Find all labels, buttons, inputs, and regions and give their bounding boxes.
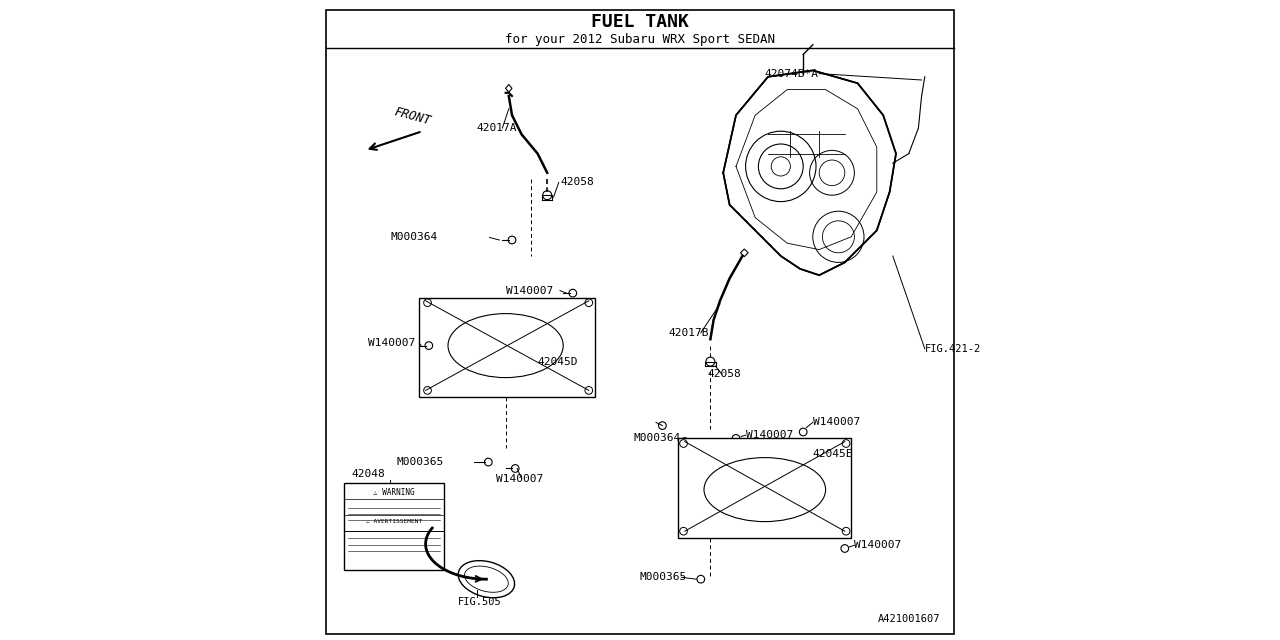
Text: W140007: W140007 [813, 417, 860, 428]
Text: W140007: W140007 [369, 338, 415, 348]
Text: 42045D: 42045D [538, 356, 579, 367]
Text: FIG.421-2: FIG.421-2 [924, 344, 980, 354]
Text: A421001607: A421001607 [878, 614, 941, 624]
Text: M000364: M000364 [390, 232, 438, 243]
Bar [344, 483, 444, 570]
Polygon shape [506, 84, 512, 92]
Text: 42017B: 42017B [668, 328, 709, 338]
Text: ⚠ WARNING: ⚠ WARNING [372, 488, 415, 497]
Text: ⚠ AVERTISSEMENT: ⚠ AVERTISSEMENT [366, 518, 422, 524]
Text: 42048: 42048 [351, 468, 385, 479]
Text: M000365: M000365 [640, 572, 687, 582]
Polygon shape [740, 249, 749, 257]
Text: W140007: W140007 [855, 540, 901, 550]
Text: FUEL TANK: FUEL TANK [591, 13, 689, 31]
Text: W140007: W140007 [497, 474, 543, 484]
Text: 42045E: 42045E [813, 449, 854, 460]
Text: 42017A: 42017A [477, 123, 517, 133]
Text: for your 2012 Subaru WRX Sport SEDAN: for your 2012 Subaru WRX Sport SEDAN [506, 33, 774, 46]
Bar [678, 438, 851, 538]
Text: M000364: M000364 [634, 433, 681, 444]
Text: 42074B*A: 42074B*A [765, 68, 819, 79]
Text: W140007: W140007 [506, 285, 553, 296]
Text: M000365: M000365 [397, 457, 444, 467]
Text: W140007: W140007 [745, 430, 792, 440]
Text: 42058: 42058 [708, 369, 741, 380]
Text: 42058: 42058 [561, 177, 594, 188]
Text: FRONT: FRONT [393, 106, 433, 128]
Text: FIG.505: FIG.505 [458, 596, 502, 607]
Polygon shape [723, 70, 896, 275]
